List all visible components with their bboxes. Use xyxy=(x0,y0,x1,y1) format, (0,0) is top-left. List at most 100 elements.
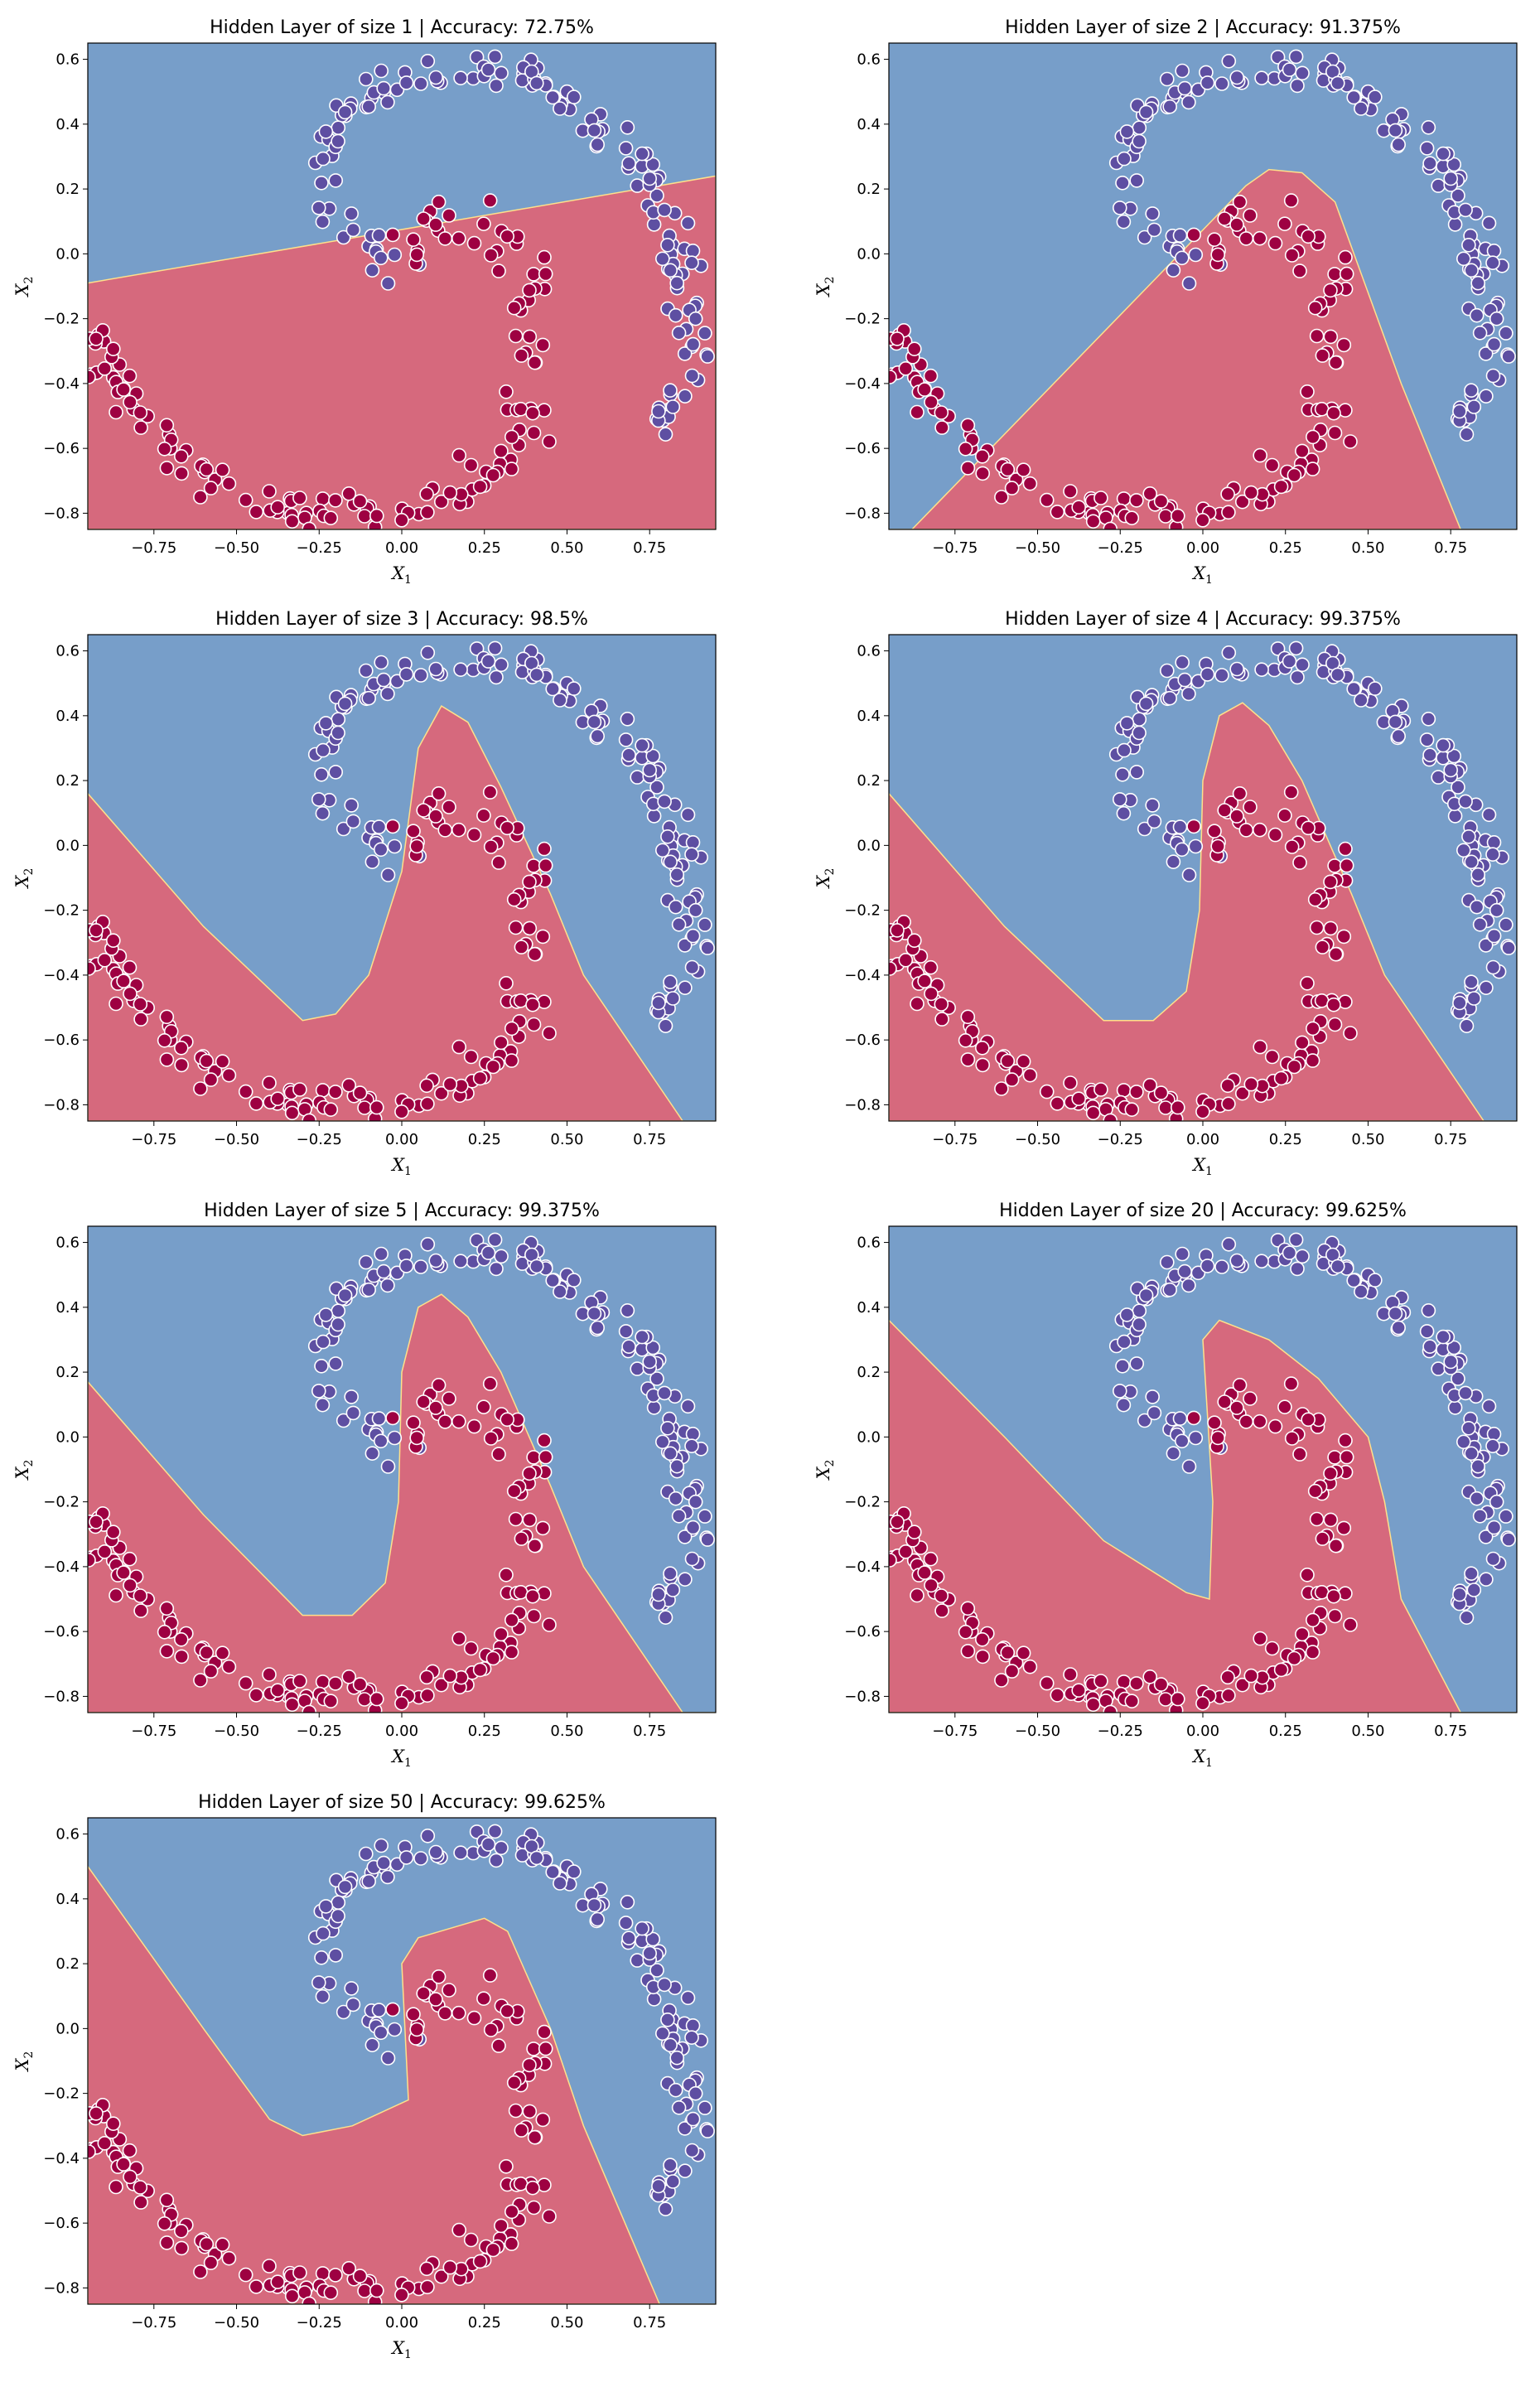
red-point xyxy=(341,486,357,501)
red-point xyxy=(1243,485,1259,500)
red-point xyxy=(542,434,557,449)
red-point xyxy=(1326,405,1341,421)
blue-point xyxy=(1175,842,1190,858)
blue-point xyxy=(316,1334,331,1350)
blue-point xyxy=(336,821,351,837)
blue-point xyxy=(1295,1249,1310,1264)
red-point xyxy=(385,2002,400,2017)
blue-point xyxy=(680,1399,696,1414)
blue-point xyxy=(649,1371,664,1386)
blue-point xyxy=(373,250,389,266)
blue-point xyxy=(566,681,582,696)
y-tick-label: −0.4 xyxy=(43,2150,80,2167)
y-tick-label: −0.2 xyxy=(844,311,881,328)
y-tick-label: 0.0 xyxy=(56,2020,80,2037)
red-point xyxy=(1284,248,1300,263)
red-point xyxy=(463,2232,479,2248)
red-point xyxy=(1000,1053,1016,1069)
blue-point xyxy=(671,1509,687,1524)
red-point xyxy=(133,405,148,420)
red-point xyxy=(1093,1674,1108,1689)
blue-point xyxy=(373,2025,389,2041)
blue-point xyxy=(1422,156,1437,171)
blue-point xyxy=(1421,120,1436,135)
x-axis-label: X1 xyxy=(1191,1155,1213,1178)
red-point xyxy=(889,961,897,976)
red-point xyxy=(1253,1039,1267,1055)
blue-point xyxy=(1485,959,1501,975)
blue-point xyxy=(545,89,561,105)
blue-point xyxy=(380,1459,396,1474)
blue-point xyxy=(671,917,687,932)
red-point xyxy=(419,1669,434,1685)
red-point xyxy=(542,2209,557,2224)
red-point xyxy=(394,2288,409,2302)
red-point xyxy=(1283,1376,1299,1391)
blue-point xyxy=(698,326,712,341)
blue-point xyxy=(646,217,662,232)
red-point xyxy=(238,1084,253,1099)
blue-point xyxy=(336,230,351,245)
red-point xyxy=(437,1414,453,1429)
red-point xyxy=(1292,855,1307,870)
blue-point xyxy=(1461,829,1476,844)
blue-point xyxy=(620,1895,635,1910)
red-point xyxy=(1129,493,1144,508)
blue-point xyxy=(374,655,389,670)
blue-point xyxy=(553,1284,567,1299)
red-point xyxy=(357,2283,372,2298)
blue-point xyxy=(663,1446,678,1462)
blue-point xyxy=(1290,1261,1305,1277)
red-point xyxy=(1235,1085,1250,1101)
y-tick-label: −0.4 xyxy=(844,375,881,393)
blue-point xyxy=(645,157,661,172)
blue-point xyxy=(685,928,701,944)
red-point xyxy=(504,1645,519,1660)
x-tick-label: 0.50 xyxy=(550,1723,583,1740)
blue-point xyxy=(1391,137,1406,152)
blue-point xyxy=(1486,1427,1502,1442)
red-point xyxy=(1315,1531,1330,1546)
red-point xyxy=(1093,490,1108,505)
blue-point xyxy=(371,1411,387,1426)
red-point xyxy=(1305,1645,1320,1660)
red-point xyxy=(1327,1450,1342,1465)
blue-point xyxy=(660,829,675,844)
x-tick-label: −0.75 xyxy=(932,1131,978,1148)
blue-point xyxy=(1200,667,1215,682)
blue-point xyxy=(1129,1356,1144,1371)
red-point xyxy=(357,509,372,524)
red-point xyxy=(910,1587,924,1603)
red-point xyxy=(1287,1059,1302,1075)
blue-point xyxy=(1464,974,1479,989)
red-point xyxy=(1273,1662,1289,1678)
blue-point xyxy=(1113,201,1127,215)
blue-point xyxy=(1451,780,1465,795)
blue-point xyxy=(374,1838,389,1853)
red-point xyxy=(522,1512,538,1528)
y-tick-label: −0.8 xyxy=(43,505,80,522)
red-point xyxy=(1323,1466,1338,1481)
plot-title: Hidden Layer of size 4 | Accuracy: 99.37… xyxy=(1005,609,1401,630)
blue-point xyxy=(1290,669,1305,685)
x-tick-label: −0.25 xyxy=(1098,539,1143,557)
blue-point xyxy=(1188,247,1204,263)
blue-point xyxy=(1368,89,1383,104)
red-point xyxy=(1016,1645,1031,1660)
red-point xyxy=(522,1466,537,1481)
blue-point xyxy=(1499,917,1513,932)
x-tick-label: −0.50 xyxy=(214,2314,259,2331)
blue-point xyxy=(1459,1610,1475,1625)
red-point xyxy=(1315,348,1330,363)
red-point xyxy=(1207,232,1222,248)
red-point xyxy=(1305,1053,1320,1068)
red-point xyxy=(975,1041,990,1056)
x-tick-label: −0.25 xyxy=(297,1131,342,1148)
blue-point xyxy=(345,222,361,238)
red-point xyxy=(1022,476,1038,491)
red-point xyxy=(1220,1669,1235,1685)
blue-point xyxy=(489,669,504,685)
red-point xyxy=(483,1431,499,1446)
red-point xyxy=(485,1650,501,1666)
red-point xyxy=(1287,1650,1302,1666)
